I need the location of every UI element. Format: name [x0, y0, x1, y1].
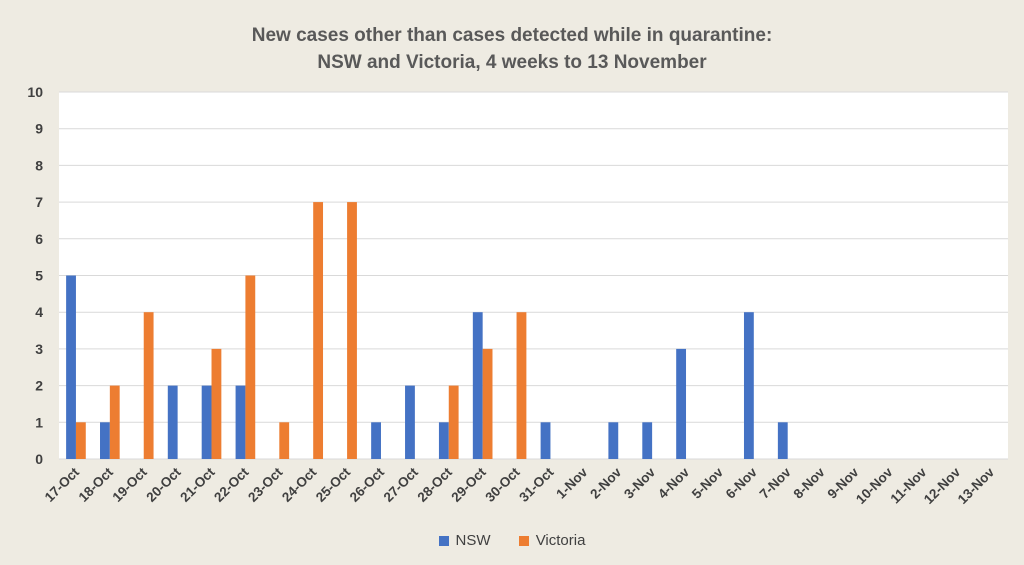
x-tick-label: 7-Nov — [757, 464, 794, 501]
legend-item-victoria: Victoria — [518, 532, 586, 549]
bar-victoria-29-Oct — [482, 348, 493, 459]
y-tick-label: 1 — [35, 414, 43, 430]
bar-nsw-31-Oct — [540, 422, 551, 459]
y-tick-label: 4 — [35, 304, 43, 320]
y-tick-label: 9 — [35, 121, 43, 137]
bar-victoria-19-Oct — [143, 312, 154, 459]
bar-victoria-22-Oct — [245, 275, 256, 459]
bar-victoria-18-Oct — [109, 385, 120, 459]
y-tick-label: 10 — [27, 84, 43, 100]
bar-nsw-20-Oct — [167, 385, 178, 459]
legend-label-victoria: Victoria — [535, 532, 586, 549]
y-tick-label: 8 — [35, 157, 43, 173]
y-tick-label: 7 — [35, 194, 43, 210]
bar-nsw-6-Nov — [743, 312, 754, 459]
y-tick-label: 5 — [35, 268, 43, 284]
x-tick-label: 27-Oct — [381, 464, 422, 505]
chart-title-line1: New cases other than cases detected whil… — [251, 25, 773, 46]
bar-nsw-21-Oct — [201, 385, 212, 459]
x-tick-label: 28-Oct — [415, 464, 456, 505]
x-tick-label: 30-Oct — [482, 464, 523, 505]
x-tick-label: 12-Nov — [921, 464, 964, 507]
x-tick-label: 13-Nov — [955, 464, 998, 507]
chart-title-line2: NSW and Victoria, 4 weeks to 13 November — [317, 52, 707, 73]
bar-nsw-26-Oct — [371, 422, 381, 459]
x-tick-label: 2-Nov — [587, 464, 624, 501]
bar-victoria-23-Oct — [279, 422, 290, 459]
bar-nsw-17-Oct — [66, 275, 76, 459]
legend-swatch-victoria — [518, 535, 529, 546]
bar-victoria-24-Oct — [313, 202, 324, 459]
bar-victoria-25-Oct — [347, 202, 357, 459]
bar-nsw-29-Oct — [472, 312, 483, 459]
x-tick-label: 10-Nov — [853, 464, 896, 507]
bar-nsw-27-Oct — [405, 385, 415, 459]
legend-label-nsw: NSW — [455, 532, 491, 549]
bar-nsw-7-Nov — [777, 422, 788, 459]
legend-item-nsw: NSW — [438, 532, 491, 549]
chart-title: New cases other than cases detected whil… — [0, 22, 1024, 76]
x-tick-label: 23-Oct — [245, 464, 286, 505]
y-tick-label: 3 — [35, 341, 43, 357]
x-tick-label: 24-Oct — [279, 464, 320, 505]
x-tick-label: 6-Nov — [723, 464, 760, 501]
x-tick-label: 19-Oct — [110, 464, 151, 505]
x-tick-label: 1-Nov — [553, 464, 590, 501]
bar-victoria-17-Oct — [75, 422, 86, 459]
bar-victoria-30-Oct — [516, 312, 527, 459]
x-tick-label: 3-Nov — [621, 464, 658, 501]
bar-victoria-21-Oct — [211, 348, 222, 459]
bar-nsw-2-Nov — [608, 422, 619, 459]
x-tick-label: 31-Oct — [516, 464, 557, 505]
y-tick-label: 6 — [35, 231, 43, 247]
legend: NSW Victoria — [0, 532, 1024, 550]
bar-nsw-18-Oct — [100, 422, 110, 459]
bar-victoria-28-Oct — [448, 385, 459, 459]
x-tick-label: 8-Nov — [791, 464, 828, 501]
x-tick-label: 5-Nov — [689, 464, 726, 501]
bar-nsw-28-Oct — [438, 422, 449, 459]
y-tick-label: 2 — [35, 378, 43, 394]
x-tick-label: 18-Oct — [76, 464, 117, 505]
bar-nsw-22-Oct — [235, 385, 246, 459]
y-tick-label: 0 — [35, 451, 43, 467]
x-tick-label: 26-Oct — [347, 464, 388, 505]
x-tick-label: 17-Oct — [42, 464, 83, 505]
x-tick-label: 21-Oct — [177, 464, 218, 505]
bar-nsw-3-Nov — [642, 422, 653, 459]
bar-nsw-4-Nov — [676, 348, 687, 459]
x-tick-label: 29-Oct — [448, 464, 489, 505]
x-tick-label: 20-Oct — [143, 464, 184, 505]
x-tick-label: 22-Oct — [211, 464, 252, 505]
legend-swatch-nsw — [438, 535, 449, 546]
x-tick-label: 25-Oct — [313, 464, 354, 505]
x-tick-label: 4-Nov — [655, 464, 692, 501]
